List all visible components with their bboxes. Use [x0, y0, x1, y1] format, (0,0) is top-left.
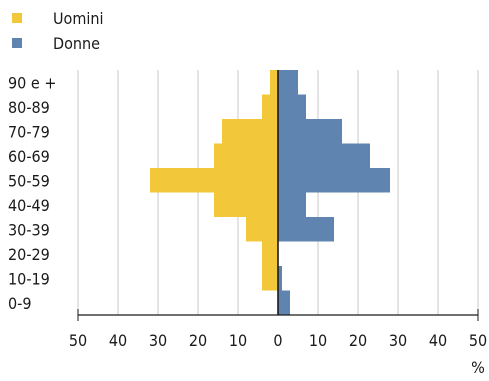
x-tick-label: 40 [109, 331, 127, 350]
bar-uomini-4 [150, 168, 278, 193]
age-label: 50-59 [8, 171, 50, 190]
legend: Uomini Donne [12, 9, 104, 53]
bar-uomini-5 [214, 192, 278, 217]
x-tick-label: 50 [69, 331, 87, 350]
bar-uomini-7 [262, 241, 278, 266]
bar-uomini-6 [246, 217, 278, 242]
bars [150, 70, 390, 315]
x-tick-label: 50 [469, 331, 487, 350]
age-label: 80-89 [8, 98, 50, 117]
age-label: 0-9 [8, 294, 32, 313]
bar-uomini-3 [214, 143, 278, 168]
x-unit-label: % [471, 358, 485, 377]
bar-donne-1 [278, 94, 306, 119]
age-label: 70-79 [8, 122, 50, 141]
age-label: 20-29 [8, 245, 50, 264]
x-tick-label: 20 [189, 331, 207, 350]
bar-donne-3 [278, 143, 370, 168]
x-tick-label: 0 [273, 331, 282, 350]
x-tick-label: 30 [149, 331, 167, 350]
age-label: 30-39 [8, 220, 50, 239]
bar-donne-0 [278, 70, 298, 95]
legend-swatch-uomini [12, 13, 22, 23]
x-tick-label: 10 [229, 331, 247, 350]
legend-label-donne: Donne [53, 34, 100, 53]
age-label: 60-69 [8, 147, 50, 166]
bar-donne-8 [278, 266, 282, 291]
bar-uomini-1 [262, 94, 278, 119]
bar-donne-5 [278, 192, 306, 217]
x-tick-labels: 50 40 30 20 10 0 10 20 30 40 50% [69, 331, 487, 377]
bar-donne-4 [278, 168, 390, 193]
x-tick-label: 30 [389, 331, 407, 350]
age-label: 90 e + [8, 73, 56, 92]
x-tick-label: 20 [349, 331, 367, 350]
x-tick-label: 40 [429, 331, 447, 350]
bar-donne-6 [278, 217, 334, 242]
bar-uomini-2 [222, 119, 278, 144]
bar-uomini-0 [270, 70, 278, 95]
age-labels: 90 e + 80-89 70-79 60-69 50-59 40-49 30-39 20-2… [8, 73, 56, 313]
bar-donne-2 [278, 119, 342, 144]
axis [77, 70, 479, 321]
age-label: 10-19 [8, 269, 50, 288]
legend-label-uomini: Uomini [53, 9, 104, 28]
bar-donne-9 [278, 290, 290, 315]
age-label: 40-49 [8, 196, 50, 215]
legend-swatch-donne [12, 38, 22, 48]
bar-uomini-8 [262, 266, 278, 291]
x-tick-label: 10 [309, 331, 327, 350]
